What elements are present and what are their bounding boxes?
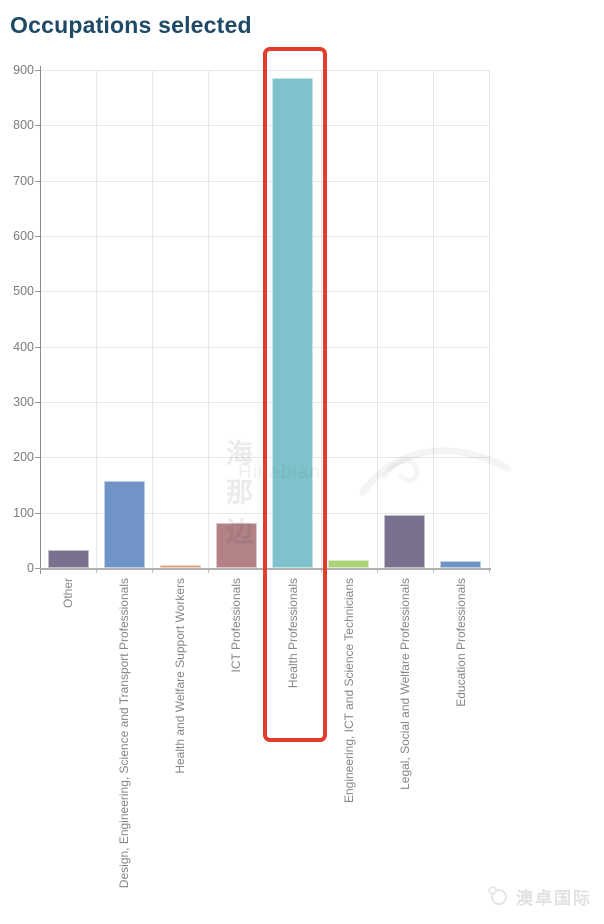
gridline-vertical xyxy=(152,70,154,568)
y-axis-tick xyxy=(35,568,40,569)
y-axis-tick xyxy=(35,70,40,71)
y-axis-tick xyxy=(35,291,40,293)
x-category-label: Design, Engineering, Science and Transpo… xyxy=(117,578,132,889)
y-tick-label: 700 xyxy=(13,173,34,188)
brand-name: 澳卓国际 xyxy=(516,889,592,908)
x-axis-tick xyxy=(96,568,98,573)
x-category-label: Other xyxy=(61,578,76,609)
y-axis-tick xyxy=(35,512,40,514)
y-tick-label: 0 xyxy=(27,561,34,575)
x-axis-tick xyxy=(489,568,490,573)
y-axis-tick xyxy=(35,125,40,127)
x-category-label: Health and Welfare Support Workers xyxy=(173,578,188,774)
y-tick-label: 800 xyxy=(13,118,34,133)
page-title: Occupations selected xyxy=(10,12,252,38)
y-axis-line xyxy=(40,66,41,574)
x-category-label: Engineering, ICT and Science Technicians xyxy=(341,578,356,804)
bar[interactable] xyxy=(328,559,370,568)
x-category-label: Education Professionals xyxy=(453,578,468,707)
bar[interactable] xyxy=(159,565,201,568)
x-axis-tick xyxy=(376,568,378,573)
y-axis-tick xyxy=(35,457,40,459)
x-axis-tick xyxy=(320,568,322,573)
brand-logo-icon xyxy=(488,885,510,908)
bar[interactable] xyxy=(440,560,482,568)
gridline-vertical xyxy=(376,70,378,568)
gridline-vertical xyxy=(432,70,434,568)
x-axis-tick xyxy=(208,568,210,573)
y-tick-label: 500 xyxy=(13,284,34,299)
watermark-brand: 澳卓国际 xyxy=(488,884,592,909)
bar[interactable] xyxy=(384,514,426,568)
gridline-vertical xyxy=(489,70,490,568)
y-tick-label: 200 xyxy=(13,450,34,465)
gridline-vertical xyxy=(96,70,98,568)
highlight-rectangle xyxy=(263,47,327,742)
x-axis-tick xyxy=(152,568,154,573)
y-axis-tick xyxy=(35,236,40,237)
bar[interactable] xyxy=(272,77,314,568)
y-tick-label: 600 xyxy=(13,229,34,243)
y-tick-label: 900 xyxy=(13,63,34,77)
bar[interactable] xyxy=(103,480,145,568)
x-category-label: ICT Professionals xyxy=(229,578,244,673)
x-axis-tick xyxy=(432,568,434,573)
y-tick-label: 400 xyxy=(13,339,34,354)
gridline-vertical xyxy=(320,70,322,568)
y-axis-tick xyxy=(35,180,40,182)
y-tick-label: 300 xyxy=(13,395,34,409)
x-category-label: Legal, Social and Welfare Professionals xyxy=(397,578,412,790)
y-axis-tick xyxy=(35,346,40,348)
gridline-vertical xyxy=(208,70,210,568)
bar[interactable] xyxy=(47,550,89,568)
y-axis-tick xyxy=(35,402,40,403)
bar[interactable] xyxy=(215,522,257,568)
y-tick-label: 100 xyxy=(13,505,34,520)
